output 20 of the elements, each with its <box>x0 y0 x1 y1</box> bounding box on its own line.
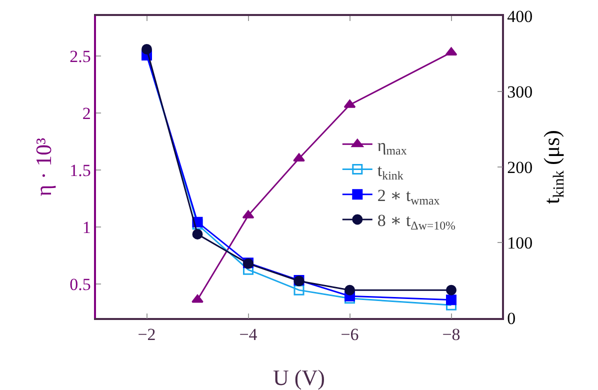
x-axis-title: U (V) <box>273 365 325 390</box>
x-tick-label: −8 <box>442 325 460 344</box>
y2-tick-label: 400 <box>507 6 533 26</box>
y2-tick-label: 200 <box>507 158 533 177</box>
x-tick-label: −2 <box>138 325 156 344</box>
legend-label: η$_{max}$ <box>377 136 407 158</box>
y-tick-label: 2 <box>82 104 91 123</box>
x-tick-label: −6 <box>340 325 359 344</box>
y-tick-label: 0.5 <box>70 274 91 294</box>
y-axis-title: η · 10³ <box>30 137 56 196</box>
y2-tick-label: 300 <box>507 82 533 102</box>
y2-tick-label: 100 <box>507 233 533 252</box>
y-tick-label: 1 <box>82 218 91 237</box>
legend-label: 8 ∗ t$_{Δw=10%}$ <box>377 211 456 233</box>
legend-label: 2 ∗ t$_{wmax}$ <box>377 186 440 208</box>
y-tick-label: 1.5 <box>70 160 91 180</box>
y-tick-label: 2.5 <box>70 46 91 66</box>
legend-label: t$_{kink}$ <box>377 160 404 182</box>
x-tick-label: −4 <box>239 325 258 344</box>
y2-tick-label: 0 <box>507 308 516 328</box>
